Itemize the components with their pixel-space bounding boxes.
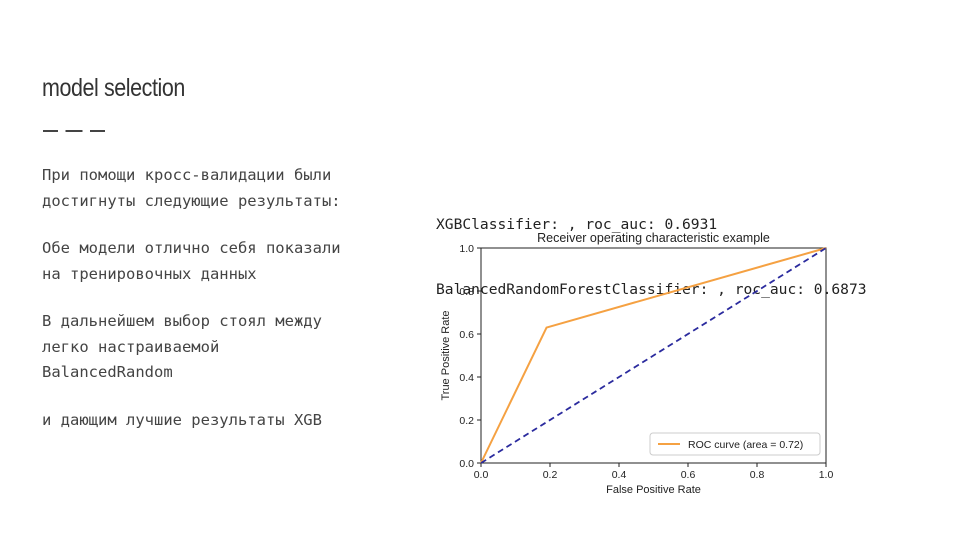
x-tick-label: 0.2 — [543, 469, 558, 481]
x-tick-label: 1.0 — [819, 469, 834, 481]
paragraph-xgb: и дающим лучшие результаты XGB — [42, 410, 322, 429]
paragraph-cross-validation: При помощи кросс-валидации были достигну… — [42, 166, 341, 210]
y-tick-label: 0.8 — [459, 286, 474, 298]
x-tick-label: 0.4 — [612, 469, 627, 481]
x-tick-label: 0.8 — [750, 469, 765, 481]
roc-curve-line — [480, 247, 827, 464]
roc-chart: Receiver operating characteristic exampl… — [440, 231, 834, 496]
y-tick-label: 0.4 — [459, 372, 474, 384]
result-line-xgb: XGBClassifier: , roc_auc: 0.6931 — [436, 216, 718, 233]
slide-title: model selection — [42, 74, 185, 102]
body-text: При помощи кросс-валидации были достигну… — [42, 163, 422, 455]
x-tick-label: 0.0 — [474, 469, 489, 481]
x-axis-label: False Positive Rate — [606, 484, 701, 496]
y-tick-label: 1.0 — [459, 243, 474, 255]
paragraph-choice: В дальнейшем выбор стоял между легко нас… — [42, 312, 322, 381]
y-tick-label: 0.6 — [459, 329, 474, 341]
results-output: XGBClassifier: , roc_auc: 0.6931 Balance… — [436, 171, 867, 322]
chart-title: Receiver operating characteristic exampl… — [537, 231, 770, 245]
plot-frame — [480, 247, 827, 464]
x-tick-label: 0.6 — [681, 469, 696, 481]
y-tick-label: 0.2 — [459, 415, 474, 427]
legend-label: ROC curve (area = 0.72) — [688, 439, 803, 451]
title-underline — [43, 130, 105, 132]
legend-box — [649, 432, 821, 456]
y-axis-label: True Positive Rate — [440, 310, 452, 400]
diagonal-reference-line — [480, 247, 827, 464]
y-tick-label: 0.0 — [459, 458, 474, 470]
paragraph-training-data: Обе модели отлично себя показали на трен… — [42, 239, 341, 283]
